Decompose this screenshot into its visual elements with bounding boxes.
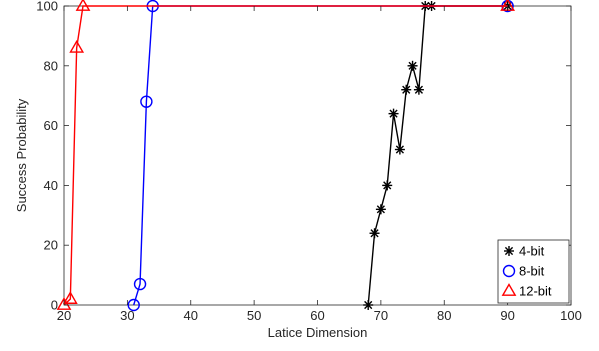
x-tick-label: 30 <box>120 308 134 323</box>
legend-label: 12-bit <box>519 284 552 299</box>
series-line-12-bit <box>63 5 508 306</box>
data-point-star <box>504 246 514 256</box>
y-tick-label: 100 <box>36 0 58 14</box>
x-axis-label: Latice Dimension <box>268 325 368 340</box>
data-point-star <box>407 60 418 71</box>
y-axis-label: Success Probability <box>14 98 29 212</box>
data-point-triangle <box>62 291 78 304</box>
y-tick-label: 0 <box>51 298 58 313</box>
x-tick-label: 20 <box>57 308 71 323</box>
legend-label: 8-bit <box>519 264 545 279</box>
y-tick-label: 20 <box>44 238 58 253</box>
x-tick-label: 90 <box>500 308 514 323</box>
data-point-circle <box>127 298 140 312</box>
x-tick-label: 60 <box>310 308 324 323</box>
x-tick-label: 40 <box>184 308 198 323</box>
data-point-triangle <box>75 0 91 11</box>
plot-area-box <box>63 5 572 306</box>
data-point-circle <box>140 95 153 108</box>
legend-label: 4-bit <box>519 244 545 259</box>
data-point-star <box>382 180 393 191</box>
data-point-triangle <box>69 39 85 53</box>
legend-item-12-bit: 12-bit <box>501 283 552 299</box>
data-point-star <box>394 144 405 155</box>
data-point-star <box>401 84 412 95</box>
series-layer <box>56 0 516 312</box>
data-point-star <box>369 228 380 239</box>
x-axis-ticks: 20 30 40 50 60 70 80 90 100 <box>57 6 582 323</box>
data-point-star <box>413 84 424 95</box>
data-point-star <box>375 204 386 215</box>
data-point-circle <box>133 277 147 291</box>
data-point-circle <box>502 264 516 278</box>
x-tick-label: 100 <box>560 308 582 323</box>
legend: 4-bit 8-bit 12-bit <box>497 239 570 304</box>
y-tick-label: 80 <box>44 58 58 73</box>
x-tick-label: 80 <box>437 308 451 323</box>
legend-item-8-bit: 8-bit <box>502 264 545 279</box>
data-point-star <box>363 300 374 310</box>
y-tick-label: 40 <box>44 178 58 193</box>
data-point-triangle <box>501 283 517 296</box>
legend-item-4-bit: 4-bit <box>504 244 545 259</box>
data-point-star <box>388 108 399 119</box>
y-axis-ticks: 0 20 40 60 80 100 <box>36 0 571 313</box>
x-tick-label: 50 <box>247 308 261 323</box>
series-12-bit <box>56 0 516 310</box>
axes-frame <box>63 5 572 306</box>
x-tick-label: 70 <box>374 308 388 323</box>
y-tick-label: 60 <box>44 118 58 133</box>
